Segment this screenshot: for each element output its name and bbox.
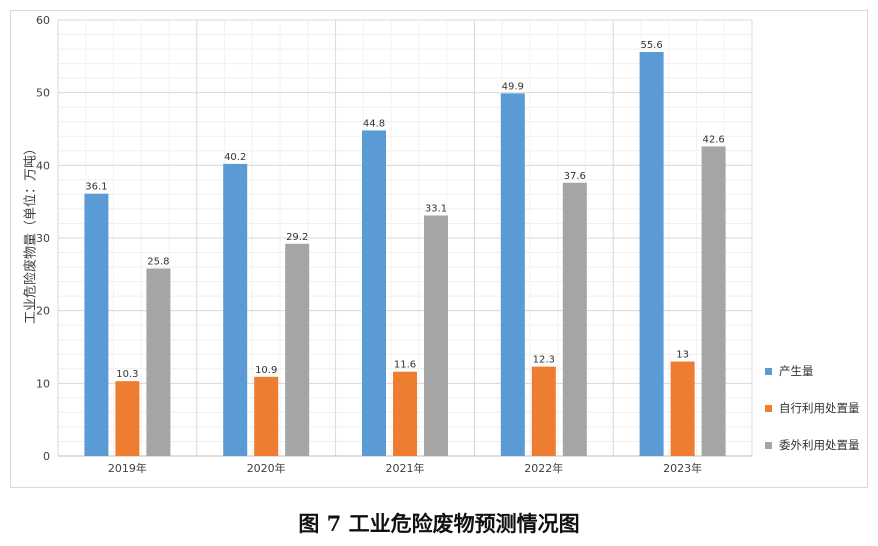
x-tick-label: 2020年 — [247, 461, 286, 475]
bar — [285, 243, 310, 456]
y-tick-label: 0 — [43, 450, 50, 463]
bar — [670, 361, 695, 456]
bar — [146, 268, 171, 456]
y-tick-label: 40 — [36, 159, 50, 172]
y-tick-label: 20 — [36, 305, 50, 318]
bar — [424, 215, 448, 456]
data-label: 40.2 — [224, 152, 246, 163]
bar — [393, 371, 417, 456]
legend-label-produced: 产生量 — [779, 364, 814, 378]
data-label: 10.9 — [255, 365, 277, 376]
y-axis-label: 工业危险废物量（单位：万吨） — [23, 141, 39, 325]
y-tick-label: 30 — [36, 232, 50, 245]
data-label: 42.6 — [702, 134, 724, 145]
data-label: 55.6 — [640, 40, 662, 51]
bar — [84, 193, 109, 456]
data-label: 33.1 — [425, 203, 447, 214]
x-tick-label: 2023年 — [663, 461, 702, 475]
data-label: 25.8 — [147, 257, 169, 268]
x-tick-label: 2019年 — [108, 461, 147, 475]
x-tick-label: 2022年 — [524, 461, 563, 475]
data-label: 36.1 — [85, 182, 107, 193]
figure-caption: 图 7 工业危险废物预测情况图 — [298, 511, 580, 536]
data-label: 49.9 — [502, 81, 524, 92]
legend-swatch-self-disposal — [765, 404, 772, 412]
y-tick-label: 50 — [36, 87, 50, 100]
legend: 产生量 自行利用处置量 委外利用处置量 — [765, 362, 860, 473]
y-tick-label: 60 — [36, 14, 50, 27]
legend-item-self-disposal: 自行利用处置量 — [765, 399, 860, 417]
bar — [701, 146, 726, 456]
y-tick-label: 10 — [36, 377, 50, 390]
bar — [254, 376, 279, 456]
data-label: 13 — [676, 350, 689, 361]
data-label: 44.8 — [363, 118, 385, 129]
bar — [531, 366, 556, 456]
x-tick-label: 2021年 — [386, 461, 425, 475]
data-label: 37.6 — [564, 171, 586, 182]
legend-item-outsourced-disposal: 委外利用处置量 — [765, 436, 860, 454]
legend-swatch-outsourced-disposal — [765, 441, 772, 449]
bar — [500, 93, 525, 456]
data-label: 11.6 — [394, 360, 416, 371]
bar — [639, 51, 664, 457]
data-label: 12.3 — [533, 355, 555, 366]
bar — [362, 130, 386, 456]
bar — [562, 182, 587, 457]
bar — [223, 163, 248, 456]
data-label: 10.3 — [116, 369, 138, 380]
bar — [115, 381, 140, 456]
legend-swatch-produced — [765, 367, 772, 375]
legend-item-produced: 产生量 — [765, 362, 860, 380]
legend-label-self-disposal: 自行利用处置量 — [779, 401, 860, 415]
legend-label-outsourced-disposal: 委外利用处置量 — [779, 438, 860, 452]
data-label: 29.2 — [286, 232, 308, 243]
